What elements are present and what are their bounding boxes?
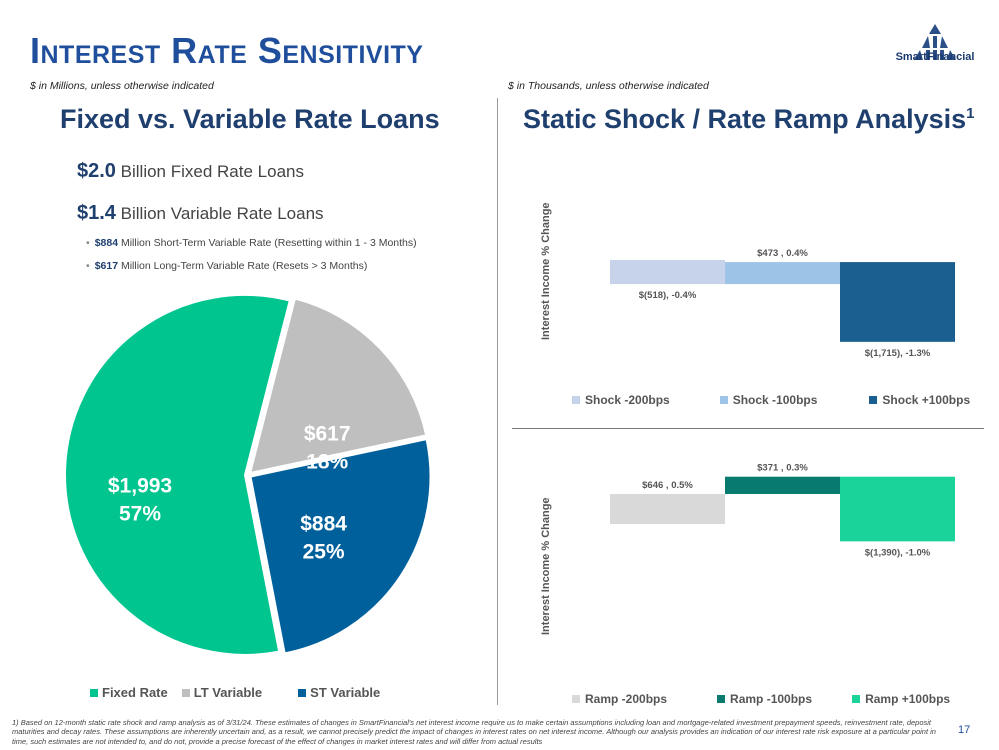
waterfall-data-label: $371 , 0.3%	[757, 463, 808, 474]
waterfall-data-label: $(518), -0.4%	[639, 290, 697, 301]
ramp-legend: Ramp -200bps Ramp -100bps Ramp +100bps	[572, 692, 950, 706]
variable-amount: $1.4	[77, 202, 116, 224]
pie-percent-label: 57%	[119, 503, 161, 526]
waterfall-bar-shock-200bps	[610, 260, 725, 285]
pie-value-label: $884	[300, 512, 347, 535]
right-section-heading: Static Shock / Rate Ramp Analysis1	[523, 104, 975, 135]
legend-label-lt: LT Variable	[193, 685, 263, 700]
shock-y-axis-title: Interest Income % Change	[540, 202, 552, 340]
legend-swatch-ramp-100	[717, 695, 726, 703]
waterfall-data-label: $473 , 0.4%	[757, 248, 808, 259]
variable-rate-summary: $1.4 Billion Variable Rate Loans	[77, 202, 324, 225]
legend-label-fixed: Fixed Rate	[102, 685, 168, 700]
legend-swatch-fixed	[90, 688, 98, 697]
waterfall-bar-ramp-100bps	[725, 476, 840, 494]
right-units-note: $ in Thousands, unless otherwise indicat…	[508, 80, 709, 92]
bullet-short-term: • $884 Million Short-Term Variable Rate (…	[86, 237, 417, 249]
footnote-marker: 1	[966, 105, 975, 122]
bullet-text: Million Long-Term Variable Rate (Resets …	[118, 260, 368, 272]
pie-slice-lt-variable	[248, 297, 428, 475]
fixed-rate-summary: $2.0 Billion Fixed Rate Loans	[77, 160, 304, 183]
fixed-text: Billion Fixed Rate Loans	[115, 162, 304, 181]
waterfall-bar-shock-100bps	[840, 262, 955, 342]
ramp-y-axis-title: Interest Income % Change	[540, 497, 552, 635]
shock-waterfall-chart: $(518), -0.4% $473 , 0.4% $(1,715), -1.3%	[610, 248, 955, 359]
pie-percent-label: 18%	[306, 450, 348, 473]
pie-value-label: $617	[304, 422, 351, 445]
fixed-amount: $2.0	[77, 160, 116, 182]
waterfall-bar-ramp-200bps	[610, 493, 725, 524]
waterfall-data-label: $(1,715), -1.3%	[865, 348, 931, 359]
legend-label-ramp-plus100: Ramp +100bps	[865, 692, 951, 706]
legend-swatch-st	[298, 688, 307, 697]
waterfall-bar-ramp-100bps	[840, 476, 955, 542]
legend-label-st: ST Variable	[310, 685, 381, 700]
footnote: 1) Based on 12-month static rate shock a…	[12, 718, 936, 746]
pie-legend: Fixed Rate LT Variable ST Variable	[90, 685, 380, 700]
bullet-dot-icon: •	[86, 260, 90, 272]
bullet-value: $617	[94, 260, 119, 272]
ramp-waterfall-chart: $646 , 0.5% $371 , 0.3% $(1,390), -1.0%	[610, 463, 955, 558]
horizontal-divider	[512, 428, 984, 429]
legend-swatch-ramp-200	[572, 695, 580, 703]
page-title: Interest Rate Sensitivity	[30, 30, 424, 71]
legend-label-ramp-200: Ramp -200bps	[585, 692, 668, 706]
legend-label-shock-100: Shock -100bps	[732, 393, 818, 407]
shock-legend: Shock -200bps Shock -100bps Shock +100bp…	[572, 393, 970, 407]
bullet-value: $884	[94, 237, 119, 249]
legend-label-shock-200: Shock -200bps	[585, 393, 670, 407]
smartfinancial-logo-icon	[914, 24, 956, 60]
waterfall-data-label: $(1,390), -1.0%	[865, 547, 931, 558]
bullet-dot-icon: •	[86, 237, 90, 249]
page-number: 17	[958, 724, 971, 736]
legend-swatch-shock-100	[719, 396, 728, 404]
legend-swatch-ramp-plus100	[852, 695, 861, 703]
pie-slice-st-variable	[249, 437, 432, 655]
pie-value-label: $1,993	[108, 475, 172, 498]
variable-text: Billion Variable Rate Loans	[115, 204, 324, 223]
bullet-text: Million Short-Term Variable Rate (Resett…	[118, 237, 417, 249]
left-section-heading: Fixed vs. Variable Rate Loans	[60, 104, 440, 134]
pie-percent-label: 25%	[303, 540, 345, 563]
legend-swatch-shock-plus100	[869, 396, 878, 404]
right-heading-text: Static Shock / Rate Ramp Analysis	[523, 104, 967, 134]
legend-swatch-lt	[181, 688, 190, 697]
waterfall-bar-shock-100bps	[725, 262, 840, 285]
loan-mix-pie-chart: $1,993 57% $617 18% $884 25%	[64, 293, 432, 656]
legend-label-shock-plus100: Shock +100bps	[882, 393, 971, 407]
legend-label-ramp-100: Ramp -100bps	[730, 692, 813, 706]
pie-slice-fixed-rate	[64, 293, 291, 656]
left-units-note: $ in Millions, unless otherwise indicate…	[30, 80, 214, 92]
brand-name: SmartFinancial	[895, 51, 975, 63]
vertical-divider	[497, 98, 498, 705]
bullet-long-term: • $617 Million Long-Term Variable Rate (R…	[86, 260, 367, 272]
legend-swatch-shock-200	[572, 396, 580, 404]
waterfall-data-label: $646 , 0.5%	[642, 480, 693, 491]
